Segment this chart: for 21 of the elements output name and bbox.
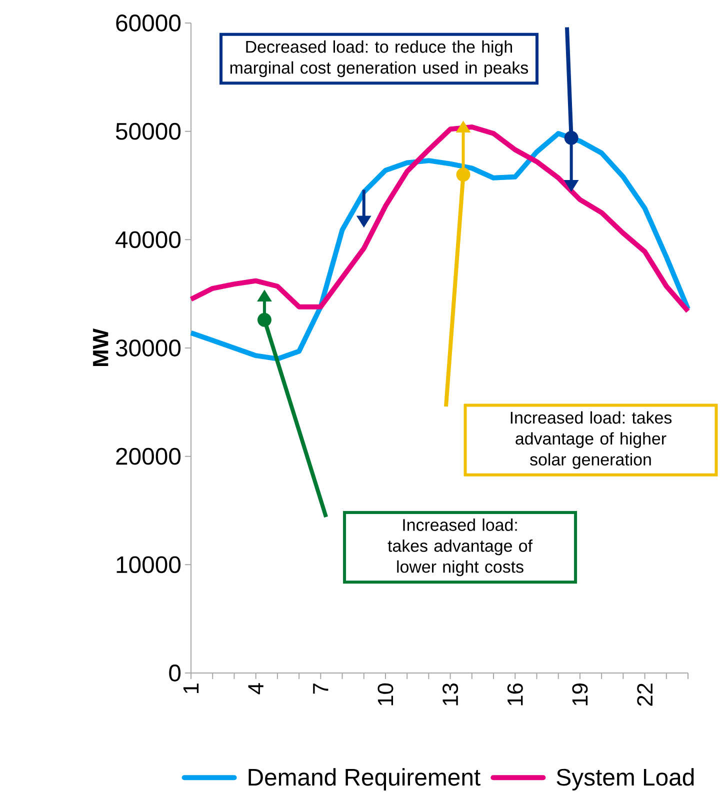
- annotation: Increased load: takes advantage of lower night costs: [388, 518, 533, 576]
- legend-label: System Load: [556, 768, 694, 790]
- y-tick-label: 20000: [116, 448, 181, 465]
- y-tick-label: 50000: [116, 122, 181, 140]
- y-axis-title: MW: [93, 328, 108, 366]
- x-tick-label: 13: [442, 683, 458, 706]
- y-tick-label: 0: [169, 664, 181, 682]
- y-tick-label: 30000: [116, 340, 181, 356]
- y-tick-label: 60000: [116, 14, 181, 32]
- annotation: Decreased load: to reduce the high marginal cost generation used in peaks: [230, 40, 528, 78]
- legend-label: Demand Requirement: [248, 768, 480, 790]
- x-tick-label: 22: [637, 684, 652, 706]
- x-tick-label: 16: [507, 683, 523, 706]
- x-tick-label: 1: [183, 684, 199, 694]
- annotation: Increased load: takes advantage of higher solar generation: [510, 411, 672, 469]
- x-tick-label: 4: [248, 683, 264, 694]
- y-tick-label: 40000: [116, 231, 181, 248]
- x-tick-label: 7: [313, 684, 328, 694]
- x-tick-label: 10: [378, 683, 394, 706]
- x-tick-label: 19: [572, 684, 588, 706]
- y-tick-label: 10000: [116, 556, 181, 574]
